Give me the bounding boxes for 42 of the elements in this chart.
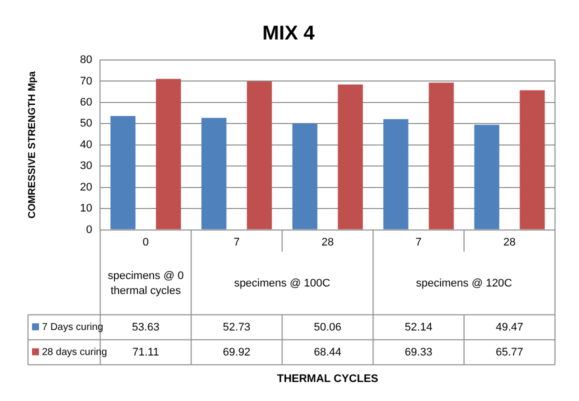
text: THERMAL CYCLES — [276, 372, 378, 385]
bar — [474, 124, 500, 230]
data-label: 52.73 — [222, 321, 250, 334]
data-label: 49.47 — [496, 321, 524, 334]
bar — [428, 82, 454, 230]
bar — [110, 116, 136, 230]
y-tick-label: 80 — [80, 54, 92, 66]
data-label: 69.92 — [222, 346, 250, 358]
bar — [246, 81, 272, 230]
bar — [383, 119, 408, 230]
y-tick-label: 0 — [86, 224, 92, 236]
bar — [520, 90, 545, 230]
y-tick-label: 10 — [80, 202, 92, 215]
data-label: 53.63 — [132, 321, 160, 334]
legend-label: 7 Days curing — [42, 322, 104, 334]
chart-title: MIX 4 — [262, 22, 316, 45]
bar — [338, 84, 363, 230]
data-label: 71.11 — [132, 346, 160, 358]
data-label: 65.77 — [496, 346, 524, 358]
legend-label: 28 days curing — [42, 347, 108, 358]
y-tick-label: 50 — [80, 118, 92, 130]
y-tick-label: 20 — [80, 181, 92, 194]
data-label: 69.33 — [404, 346, 432, 358]
data-label: 68.44 — [314, 346, 342, 358]
x-tick-label: 28 — [321, 236, 334, 248]
x-tick-label: 0 — [142, 236, 149, 248]
y-axis-title: COMRESSIVE STRENGTH Mpa — [26, 70, 38, 219]
x-tick-label: 7 — [234, 236, 240, 248]
text: specimens @ 100C — [234, 277, 330, 290]
y-tick-label: 70 — [80, 75, 92, 88]
bar — [156, 78, 181, 230]
data-label: 52.14 — [404, 321, 432, 334]
y-tick-label: 40 — [80, 138, 92, 151]
text: specimens @ 0 thermal cycles — [108, 270, 184, 297]
bar — [292, 124, 318, 230]
y-tick-label: 60 — [80, 96, 92, 108]
x-tick-label: 7 — [416, 236, 422, 248]
bar — [201, 118, 226, 230]
x-tick-label: 28 — [503, 236, 516, 248]
text: specimens @ 120C — [416, 277, 512, 290]
data-label: 50.06 — [314, 321, 342, 334]
y-tick-label: 30 — [80, 160, 92, 172]
